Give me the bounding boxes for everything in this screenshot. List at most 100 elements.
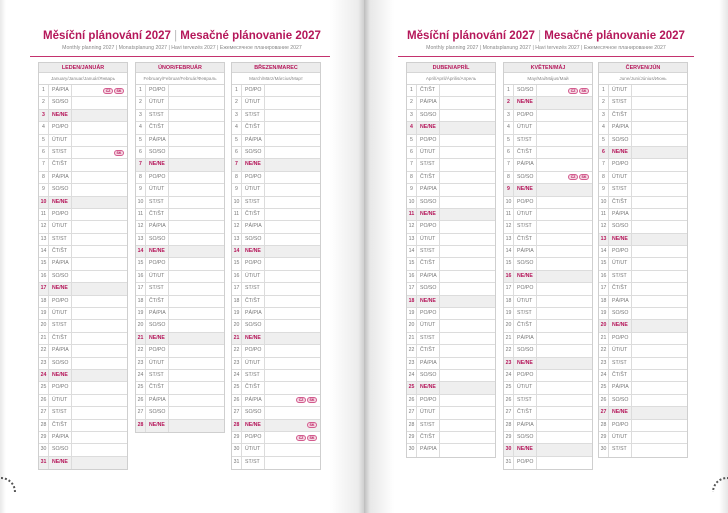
- day-notes[interactable]: [72, 246, 127, 257]
- day-notes[interactable]: [440, 234, 495, 245]
- day-row[interactable]: 6 ÚT/UT: [407, 146, 495, 160]
- day-row[interactable]: 3 ČT/ŠT: [599, 109, 687, 123]
- day-row[interactable]: 20 ČT/ŠT: [504, 320, 592, 333]
- day-row[interactable]: 5 SO/SO: [599, 134, 687, 147]
- day-notes[interactable]: [537, 457, 592, 469]
- day-notes[interactable]: [72, 370, 127, 381]
- day-row[interactable]: 15 ÚT/UT: [599, 258, 687, 271]
- day-notes[interactable]: [537, 382, 592, 393]
- day-row[interactable]: 23 PÁ/PIA: [407, 357, 495, 370]
- day-row[interactable]: 13 ST/ST: [39, 233, 127, 247]
- day-notes[interactable]: [169, 358, 224, 369]
- day-notes[interactable]: [72, 135, 127, 146]
- day-row[interactable]: 1 PO/PO: [232, 85, 320, 98]
- day-notes[interactable]: [265, 382, 320, 393]
- day-row[interactable]: 12 ST/ST: [504, 221, 592, 234]
- day-notes[interactable]: [537, 395, 592, 406]
- day-notes[interactable]: [632, 85, 687, 96]
- day-row[interactable]: 5 ÚT/UT: [39, 134, 127, 147]
- day-row[interactable]: 15 PÁ/PIA: [39, 258, 127, 271]
- day-row[interactable]: 27 SO/SO: [232, 407, 320, 420]
- day-notes[interactable]: [265, 308, 320, 319]
- day-notes[interactable]: [72, 258, 127, 269]
- day-row[interactable]: 23 NE/NE: [504, 357, 592, 370]
- day-row[interactable]: 25 ČT/ŠT: [136, 382, 224, 395]
- day-row[interactable]: 7 PÁ/PIA: [504, 159, 592, 172]
- day-row[interactable]: 2 NE/NE: [504, 97, 592, 110]
- day-notes[interactable]: [632, 283, 687, 294]
- day-notes[interactable]: [265, 159, 320, 170]
- day-row[interactable]: 15 ČT/ŠT: [407, 258, 495, 271]
- day-row[interactable]: 7 PO/PO: [599, 159, 687, 172]
- day-notes[interactable]: [537, 333, 592, 344]
- day-notes[interactable]: [72, 358, 127, 369]
- day-notes[interactable]: [72, 333, 127, 344]
- day-row[interactable]: 2 ST/ST: [599, 97, 687, 110]
- day-row[interactable]: 7 NE/NE: [232, 159, 320, 172]
- day-row[interactable]: 13 SO/SO: [232, 233, 320, 247]
- day-row[interactable]: 29 ČT/ŠT: [407, 431, 495, 445]
- day-row[interactable]: 9 ÚT/UT: [136, 184, 224, 197]
- day-row[interactable]: 23 ÚT/UT: [136, 357, 224, 370]
- day-row[interactable]: 31 ST/ST: [232, 456, 320, 470]
- day-row[interactable]: 19 PO/PO: [407, 308, 495, 321]
- day-notes[interactable]: [265, 209, 320, 220]
- day-row[interactable]: 29 SO/SO: [504, 431, 592, 445]
- day-notes[interactable]: [632, 122, 687, 133]
- day-row[interactable]: 2 ÚT/UT: [232, 97, 320, 110]
- day-notes[interactable]: [440, 345, 495, 356]
- day-row[interactable]: 5 PO/PO: [407, 134, 495, 147]
- day-row[interactable]: 22 PO/PO: [136, 345, 224, 358]
- day-notes[interactable]: [440, 147, 495, 158]
- day-notes[interactable]: [265, 97, 320, 108]
- day-notes[interactable]: [169, 246, 224, 257]
- day-notes[interactable]: [632, 159, 687, 170]
- day-notes[interactable]: SK: [265, 420, 320, 431]
- day-notes[interactable]: [265, 221, 320, 232]
- day-notes[interactable]: [440, 320, 495, 331]
- day-row[interactable]: 12 PÁ/PIA: [232, 221, 320, 234]
- day-notes[interactable]: [265, 122, 320, 133]
- day-row[interactable]: 3 ST/ST: [232, 109, 320, 123]
- day-row[interactable]: 3 PO/PO: [504, 109, 592, 123]
- day-row[interactable]: 27 ST/ST: [39, 407, 127, 420]
- day-row[interactable]: 24 ČT/ŠT: [599, 369, 687, 383]
- day-row[interactable]: 12 SO/SO: [599, 221, 687, 234]
- day-notes[interactable]: [72, 209, 127, 220]
- day-row[interactable]: 31 NE/NE: [39, 456, 127, 470]
- day-row[interactable]: 24 ST/ST: [232, 369, 320, 383]
- day-row[interactable]: 30 ÚT/UT: [232, 444, 320, 457]
- day-row[interactable]: 21 ČT/ŠT: [39, 332, 127, 346]
- day-row[interactable]: 17 ČT/ŠT: [599, 283, 687, 296]
- day-row[interactable]: 25 ČT/ŠT: [232, 382, 320, 395]
- day-notes[interactable]: [169, 135, 224, 146]
- day-notes[interactable]: [72, 457, 127, 469]
- day-row[interactable]: 21 NE/NE: [136, 332, 224, 346]
- day-row[interactable]: 11 NE/NE: [407, 208, 495, 222]
- day-notes[interactable]: [440, 85, 495, 96]
- day-notes[interactable]: [537, 110, 592, 121]
- day-row[interactable]: 13 ÚT/UT: [407, 233, 495, 247]
- day-row[interactable]: 8 PÁ/PIA: [39, 171, 127, 185]
- day-row[interactable]: 17 PO/PO: [504, 283, 592, 296]
- day-row[interactable]: 1 PÁ/PIA CZ SK: [39, 85, 127, 98]
- day-notes[interactable]: [537, 283, 592, 294]
- day-row[interactable]: 26 PÁ/PIA CZ SK: [232, 394, 320, 408]
- day-notes[interactable]: [169, 370, 224, 381]
- day-row[interactable]: 11 ČT/ŠT: [136, 208, 224, 222]
- day-notes[interactable]: [632, 209, 687, 220]
- day-row[interactable]: 28 NE/NE SK: [232, 419, 320, 432]
- day-row[interactable]: 30 SO/SO: [39, 444, 127, 457]
- day-notes[interactable]: [440, 221, 495, 232]
- day-notes[interactable]: [72, 97, 127, 108]
- day-notes[interactable]: [440, 382, 495, 393]
- day-row[interactable]: 16 NE/NE: [504, 270, 592, 284]
- day-notes[interactable]: CZ SK: [72, 85, 127, 96]
- day-row[interactable]: 21 ST/ST: [407, 332, 495, 346]
- day-notes[interactable]: [440, 97, 495, 108]
- day-notes[interactable]: [440, 395, 495, 406]
- day-notes[interactable]: [72, 234, 127, 245]
- day-row[interactable]: 23 ST/ST: [599, 357, 687, 370]
- day-row[interactable]: 10 ČT/ŠT: [599, 196, 687, 209]
- day-notes[interactable]: [440, 308, 495, 319]
